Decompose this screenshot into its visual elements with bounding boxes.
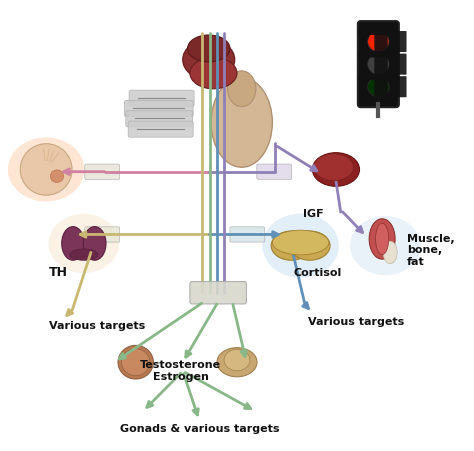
FancyBboxPatch shape bbox=[358, 21, 399, 107]
Ellipse shape bbox=[228, 71, 256, 107]
FancyBboxPatch shape bbox=[85, 164, 119, 179]
Text: IGF: IGF bbox=[303, 209, 324, 219]
Ellipse shape bbox=[83, 226, 106, 260]
FancyBboxPatch shape bbox=[124, 101, 193, 116]
FancyBboxPatch shape bbox=[358, 29, 398, 35]
Text: Cortisol: Cortisol bbox=[293, 267, 342, 277]
Ellipse shape bbox=[224, 349, 250, 371]
Ellipse shape bbox=[369, 219, 395, 259]
Ellipse shape bbox=[48, 214, 119, 273]
FancyBboxPatch shape bbox=[257, 164, 292, 179]
Ellipse shape bbox=[273, 230, 329, 255]
Ellipse shape bbox=[188, 35, 230, 62]
FancyBboxPatch shape bbox=[393, 31, 407, 52]
Text: Gonads & various targets: Gonads & various targets bbox=[119, 424, 279, 434]
Ellipse shape bbox=[121, 349, 150, 376]
Text: Testosterone
Estrogen: Testosterone Estrogen bbox=[140, 360, 221, 382]
Ellipse shape bbox=[290, 231, 330, 260]
Text: Various targets: Various targets bbox=[48, 322, 145, 331]
Ellipse shape bbox=[70, 249, 98, 260]
FancyBboxPatch shape bbox=[374, 54, 388, 75]
FancyBboxPatch shape bbox=[230, 227, 265, 242]
FancyBboxPatch shape bbox=[85, 227, 119, 242]
FancyBboxPatch shape bbox=[374, 76, 388, 97]
Text: Muscle,
bone,
fat: Muscle, bone, fat bbox=[407, 234, 454, 267]
FancyBboxPatch shape bbox=[128, 121, 193, 137]
Ellipse shape bbox=[312, 153, 359, 186]
Circle shape bbox=[368, 77, 389, 97]
Ellipse shape bbox=[350, 216, 421, 275]
FancyBboxPatch shape bbox=[358, 51, 398, 58]
Ellipse shape bbox=[20, 144, 72, 195]
Text: TH: TH bbox=[48, 266, 67, 279]
Ellipse shape bbox=[211, 78, 273, 167]
FancyBboxPatch shape bbox=[374, 31, 388, 52]
Ellipse shape bbox=[8, 138, 84, 202]
Ellipse shape bbox=[62, 226, 84, 260]
Ellipse shape bbox=[262, 214, 339, 278]
FancyBboxPatch shape bbox=[190, 281, 246, 304]
Ellipse shape bbox=[375, 223, 389, 255]
Ellipse shape bbox=[190, 57, 237, 89]
Ellipse shape bbox=[183, 40, 235, 80]
Ellipse shape bbox=[50, 170, 64, 183]
Ellipse shape bbox=[118, 345, 154, 379]
Ellipse shape bbox=[314, 154, 354, 181]
FancyBboxPatch shape bbox=[129, 90, 194, 106]
Ellipse shape bbox=[383, 241, 397, 263]
FancyBboxPatch shape bbox=[126, 111, 193, 127]
Circle shape bbox=[368, 32, 389, 51]
FancyBboxPatch shape bbox=[393, 76, 407, 97]
FancyBboxPatch shape bbox=[358, 74, 398, 80]
Text: Various targets: Various targets bbox=[308, 317, 404, 327]
Ellipse shape bbox=[217, 348, 257, 377]
Ellipse shape bbox=[271, 231, 311, 260]
Circle shape bbox=[368, 54, 389, 74]
FancyBboxPatch shape bbox=[393, 54, 407, 75]
